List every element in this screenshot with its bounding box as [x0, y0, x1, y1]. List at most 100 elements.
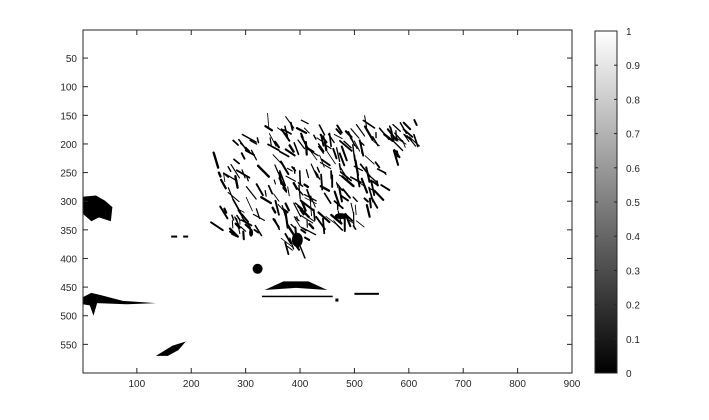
spine-mark: [342, 188, 351, 199]
spine-mark: [340, 195, 349, 202]
spine-mark: [327, 133, 335, 144]
spine-mark: [302, 227, 317, 236]
x-tick-label: 500: [346, 379, 363, 390]
spine-mark: [256, 164, 271, 178]
spine-mark: [376, 180, 379, 187]
spine-mark: [341, 175, 355, 188]
spine-mark: [317, 143, 325, 153]
left-blob: [82, 195, 113, 222]
spine-mark: [310, 197, 316, 208]
spine-mark: [250, 149, 258, 161]
spine-mark: [255, 208, 261, 220]
binary-image-regions: [82, 112, 420, 356]
bottom-shape: [155, 341, 186, 356]
spine-mark: [293, 142, 300, 156]
spine-mark: [282, 208, 289, 214]
mouth-spot: [252, 263, 263, 274]
x-tick-label: 300: [237, 379, 254, 390]
spine-mark: [353, 178, 366, 188]
spine-mark: [333, 190, 341, 207]
spine-mark: [223, 207, 228, 214]
spine-mark: [338, 162, 342, 171]
spine-mark: [343, 140, 352, 149]
spine-mark: [304, 236, 311, 241]
y-tick-label: 400: [60, 254, 77, 265]
spine-mark: [274, 164, 280, 175]
spine-mark: [272, 217, 280, 229]
spine-mark: [249, 139, 258, 145]
spine-mark: [390, 134, 394, 141]
spine-mark: [355, 124, 366, 137]
spine-mark: [320, 158, 331, 167]
spine-mark: [267, 143, 280, 152]
spine-mark: [278, 150, 290, 158]
spine-mark: [234, 174, 239, 189]
spine-mark: [300, 200, 307, 212]
spine-mark: [236, 214, 241, 222]
spine-mark: [336, 124, 343, 134]
spine-mark: [227, 191, 240, 203]
spine-mark: [335, 147, 341, 163]
spine-mark: [362, 119, 376, 129]
spine-mark: [395, 150, 399, 158]
spine-mark: [308, 222, 315, 230]
spine-mark: [352, 144, 356, 161]
spine-mark: [232, 139, 239, 146]
spine-mark: [363, 197, 369, 203]
spine-mark: [286, 223, 296, 237]
spine-mark: [402, 139, 406, 148]
spine-mark: [232, 198, 242, 214]
spine-mark: [312, 208, 316, 221]
spine-mark: [245, 175, 249, 182]
spine-mark: [303, 183, 310, 189]
spine-mark: [402, 121, 412, 131]
spine-mark: [365, 204, 371, 218]
spine-mark: [316, 166, 321, 173]
spine-mark: [305, 169, 310, 179]
colorbar: [594, 30, 618, 374]
spine-mark: [368, 197, 372, 209]
spine-mark: [319, 185, 331, 192]
spine-mark: [219, 178, 227, 190]
spine-mark: [273, 179, 277, 185]
spine-mark: [277, 204, 288, 215]
spine-mark: [373, 189, 385, 201]
spine-mark: [241, 133, 257, 143]
spine-mark: [290, 223, 296, 229]
spine-mark: [298, 243, 306, 259]
spine-mark: [339, 139, 353, 152]
spine-mark: [294, 202, 304, 210]
y-tick-label: 300: [60, 197, 77, 208]
spine-mark: [300, 214, 314, 224]
spine-mark: [399, 122, 408, 135]
spine-mark: [282, 187, 288, 193]
colorbar-tick-label: 0.6: [626, 164, 640, 175]
spine-mark: [294, 242, 300, 249]
spine-mark: [279, 160, 290, 176]
spine-mark: [293, 216, 300, 222]
spine-mark: [297, 139, 306, 150]
spine-mark: [245, 186, 257, 200]
spine-mark: [219, 205, 229, 220]
spine-mark: [323, 140, 328, 152]
x-tick-label: 800: [509, 379, 526, 390]
spine-mark: [319, 161, 332, 170]
spine-mark: [413, 119, 418, 126]
spine-mark: [286, 245, 293, 251]
spine-mark: [350, 128, 360, 139]
spine-mark: [306, 188, 312, 201]
spine-mark: [287, 167, 293, 172]
small-dash: [171, 235, 178, 238]
spine-mark: [278, 170, 287, 187]
spine-mark: [333, 200, 344, 210]
spine-mark: [403, 133, 413, 141]
spine-mark: [344, 130, 353, 139]
y-tick-label: 150: [60, 111, 77, 122]
spine-mark: [294, 226, 298, 236]
spine-mark: [352, 196, 358, 203]
spine-mark: [314, 170, 319, 176]
spine-mark: [244, 149, 256, 156]
spine-mark: [356, 220, 365, 228]
colorbar-tick-label: 0.5: [626, 198, 640, 209]
spine-mark: [212, 151, 220, 169]
